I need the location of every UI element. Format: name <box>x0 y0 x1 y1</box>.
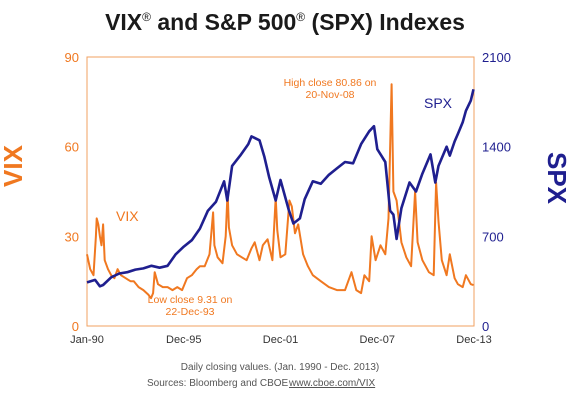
x-tick-label: Jan-90 <box>70 334 104 346</box>
right-tick-labels: 0 700 1400 2100 <box>482 50 511 334</box>
right-tick-label: 2100 <box>482 50 511 65</box>
right-tick-label: 0 <box>482 319 489 334</box>
left-tick-label: 0 <box>72 319 79 334</box>
title-vix: VIX <box>105 9 143 35</box>
vix-series-label: VIX <box>116 208 139 224</box>
annotation-text: High close 80.86 on 20-Nov-08 <box>284 77 377 101</box>
footer-url[interactable]: www.cboe.com/VIX <box>288 378 375 389</box>
left-tick-label: 30 <box>65 229 79 244</box>
plot-border <box>86 56 475 327</box>
left-tick-label: 60 <box>65 140 79 155</box>
plot-frame <box>86 56 475 327</box>
title-spx-indexes: (SPX) Indexes <box>305 9 465 35</box>
annotation-text: Low close 9.31 on 22-Dec-93 <box>148 294 233 318</box>
spx-series-label: SPX <box>424 95 453 111</box>
title-reg-mark: ® <box>296 10 305 24</box>
x-tick-label: Dec-01 <box>263 334 298 346</box>
spx-series-line <box>86 88 475 288</box>
left-tick-label: 90 <box>65 50 79 65</box>
series-lines <box>86 83 475 300</box>
chart-title: VIX® and S&P 500® (SPX) Indexes <box>105 9 465 35</box>
annotation-line: 22-Dec-93 <box>165 306 214 318</box>
annotation-line: 20-Nov-08 <box>305 89 354 101</box>
left-tick-labels: 0 30 60 90 <box>65 50 79 334</box>
x-tick-label: Dec-95 <box>166 334 201 346</box>
annotation-line: Low close 9.31 on <box>148 294 233 306</box>
right-tick-label: 1400 <box>482 140 511 155</box>
x-tick-label: Dec-13 <box>456 334 491 346</box>
x-tick-labels: Jan-90 Dec-95 Dec-01 Dec-07 Dec-13 <box>70 334 492 346</box>
vix-series-line <box>86 83 474 300</box>
x-tick-label: Dec-07 <box>360 334 395 346</box>
right-tick-label: 700 <box>482 229 504 244</box>
title-sp500: and S&P 500 <box>151 9 296 35</box>
right-axis-label: SPX <box>542 152 570 205</box>
series-labels: VIX SPX <box>116 95 453 224</box>
annotations: High close 80.86 on 20-Nov-08 Low close 9.… <box>148 77 377 318</box>
title-reg-mark: ® <box>142 10 151 24</box>
annotation-line: High close 80.86 on <box>284 77 377 89</box>
left-axis-label: VIX <box>0 144 28 187</box>
footer-sources: Sources: Bloomberg and CBOE <box>147 378 289 389</box>
footer-note: Daily closing values. (Jan. 1990 - Dec. … <box>181 362 379 373</box>
